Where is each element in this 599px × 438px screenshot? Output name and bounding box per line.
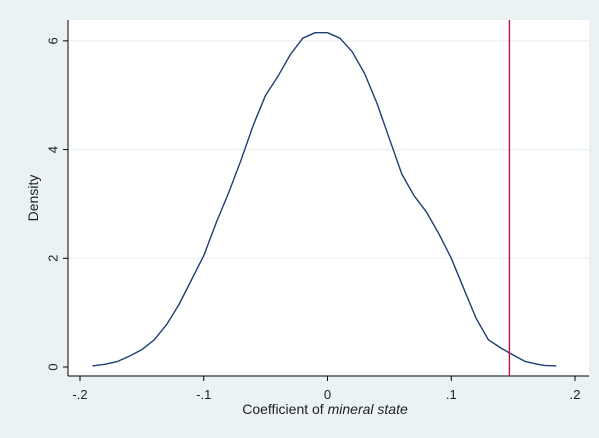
y-ticks: 0 2 4 6: [45, 37, 68, 371]
x-ticks: -.2 -.1 0 .1 .2: [72, 376, 580, 402]
grid: [68, 40, 589, 259]
y-tick-label: 0: [45, 363, 60, 370]
y-tick-label: 6: [45, 37, 60, 44]
y-axis-label: Density: [25, 175, 41, 222]
plot-area: [68, 20, 589, 376]
axes: [67, 20, 589, 377]
x-tick-label: -.2: [72, 387, 87, 402]
x-axis-label: Coefficient of mineral state: [242, 401, 408, 417]
density-line: [92, 32, 557, 367]
series-layer: [92, 32, 557, 367]
x-tick-label: -.1: [196, 387, 211, 402]
y-tick-label: 2: [45, 255, 60, 262]
y-tick-label: 4: [45, 146, 60, 153]
x-tick-label: .2: [570, 387, 581, 402]
x-tick-label: 0: [324, 387, 331, 402]
x-tick-label: .1: [446, 387, 457, 402]
